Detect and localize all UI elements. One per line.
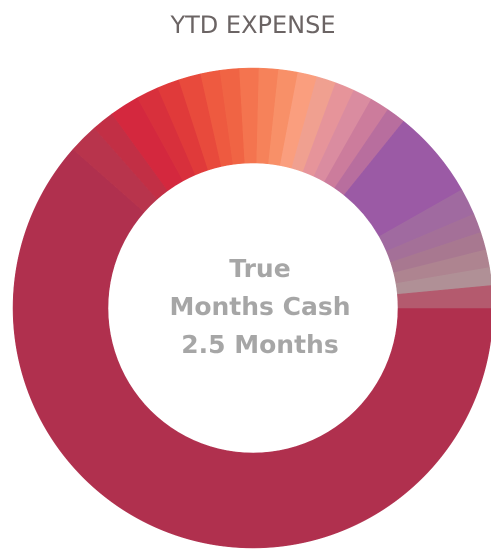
center-text: 2.5 Months bbox=[181, 330, 338, 359]
chart-title: YTD EXPENSE bbox=[169, 11, 335, 39]
donut bbox=[12, 67, 491, 549]
donut-segment bbox=[12, 148, 491, 549]
center-text: Months Cash bbox=[169, 292, 350, 321]
donut-segment bbox=[397, 285, 491, 309]
center-text: True bbox=[229, 254, 290, 283]
